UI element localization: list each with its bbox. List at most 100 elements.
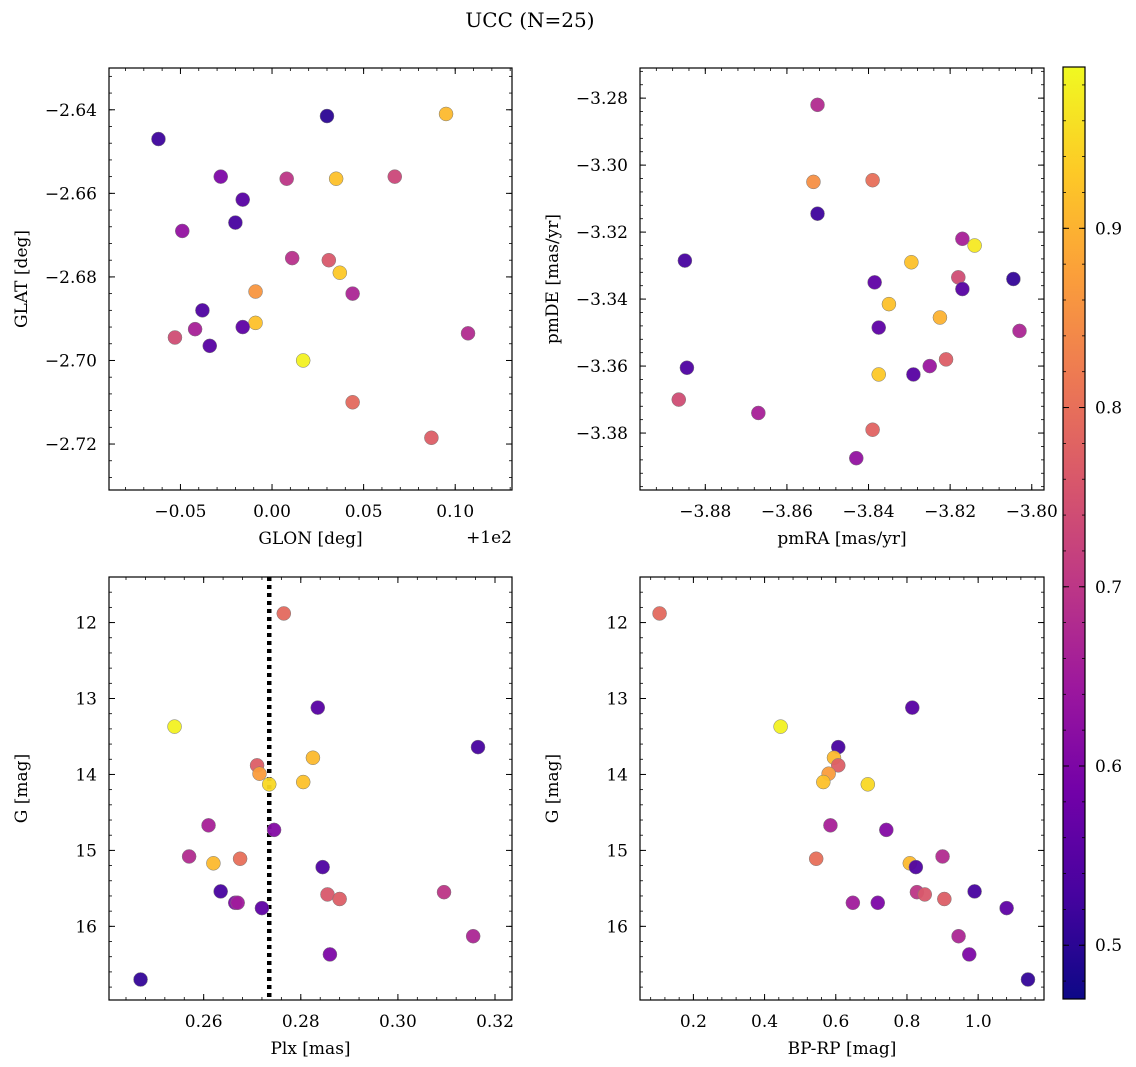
y-axis-label: G [mag]	[12, 754, 32, 823]
scatter-point	[305, 750, 321, 765]
colorbar-tick-label: 0.5	[1095, 936, 1122, 956]
x-tick-label: 0.26	[185, 1012, 223, 1032]
scatter-point	[181, 849, 197, 864]
scatter-point	[321, 252, 337, 268]
scatter-point	[773, 719, 788, 734]
x-axis-label: Plx [mas]	[270, 1039, 350, 1059]
y-tick-label: −3.38	[576, 424, 628, 444]
scatter-point	[187, 321, 203, 337]
y-tick-label: 13	[606, 690, 628, 710]
colorbar-tick-label: 0.8	[1095, 399, 1122, 419]
y-tick-label: 12	[606, 614, 628, 634]
chart-title: UCC (N=25)	[465, 8, 594, 32]
scatter-point	[860, 777, 876, 792]
y-tick-label: −2.64	[45, 101, 97, 121]
scatter-point	[879, 822, 894, 838]
scatter-point	[937, 891, 952, 907]
scatter-point	[831, 758, 846, 773]
colorbar-tick-label: 0.9	[1095, 219, 1122, 239]
x-tick-label: 0.10	[436, 502, 474, 522]
scatter-point	[935, 849, 950, 864]
scatter-point	[295, 353, 311, 368]
panel-pmra-pmde: −3.88 −3.86 −3.84 −3.82 −3.80 −3.28 −3.30 −3.32…	[543, 67, 1058, 549]
scatter-point	[252, 766, 267, 781]
scatter-point	[932, 310, 948, 325]
x-tick-label: −3.86	[761, 502, 813, 522]
x-tick-label: −3.88	[679, 502, 731, 522]
scatter-point	[845, 895, 861, 911]
scatter-point	[967, 238, 982, 253]
scatter-point	[671, 392, 687, 407]
scatter-point	[436, 884, 452, 900]
scatter-point	[345, 286, 360, 301]
scatter-point	[387, 169, 403, 184]
scatter-point	[810, 97, 825, 113]
scatter-point	[465, 928, 481, 944]
y-tick-label: 15	[75, 841, 97, 861]
y-tick-label: −3.32	[576, 223, 628, 243]
scatter-point	[871, 320, 886, 335]
panel-plx-g: 0.26 0.28 0.30 0.32 12 13 14 15 16 Plx [mas] G [ma…	[12, 576, 514, 1059]
x-axis-label: pmRA [mas/yr]	[777, 529, 906, 549]
scatter-point	[232, 851, 248, 866]
scatter-point	[938, 352, 954, 367]
scatter-point	[904, 255, 919, 270]
scatter-point	[905, 700, 920, 715]
scatter-point	[751, 405, 766, 421]
scatter-point	[228, 215, 243, 230]
y-tick-label: 16	[75, 917, 97, 937]
axes-frame	[639, 67, 1045, 491]
scatter-point	[261, 777, 277, 792]
scatter-point	[235, 192, 250, 207]
scatter-point	[962, 947, 977, 962]
y-tick-label: 15	[606, 841, 628, 861]
scatter-point	[213, 169, 228, 184]
scatter-point	[332, 265, 348, 280]
y-axis-label: G [mag]	[543, 754, 563, 823]
scatter-point	[248, 315, 263, 331]
x-tick-label: 0.2	[680, 1012, 707, 1032]
scatter-point	[679, 360, 695, 376]
scatter-point	[319, 108, 335, 124]
scatter-point	[808, 851, 824, 866]
y-tick-label: −2.72	[45, 435, 97, 455]
scatter-point	[230, 895, 245, 911]
y-axis-label: pmDE [mas/yr]	[543, 214, 563, 344]
scatter-point	[276, 606, 292, 621]
scatter-point	[652, 606, 667, 621]
y-tick-label: 12	[75, 614, 97, 634]
scatter-point	[816, 774, 831, 790]
x-tick-label: 0.8	[893, 1012, 920, 1032]
scatter-point	[1012, 323, 1027, 339]
colorbar-tick-label: 0.6	[1095, 757, 1122, 777]
scatter-point	[201, 818, 216, 833]
x-tick-label: 0.30	[379, 1012, 417, 1032]
y-tick-label: −3.30	[576, 156, 628, 176]
scatter-point	[332, 891, 347, 907]
x-tick-label: 1.0	[965, 1012, 992, 1032]
scatter-point	[202, 338, 217, 354]
scatter-point	[295, 774, 311, 790]
scatter-point	[254, 900, 270, 916]
x-tick-label: −3.84	[842, 502, 894, 522]
scatter-point	[867, 275, 882, 290]
scatter-point	[424, 430, 439, 446]
panel-bprp-g: 0.2 0.4 0.6 0.8 1.0 12 13 14 15 16 BP-RP [mag] G [m…	[543, 576, 1045, 1059]
scatter-point	[849, 450, 864, 466]
scatter-point	[206, 856, 221, 871]
scatter-point	[167, 330, 183, 345]
scatter-point	[881, 296, 897, 312]
y-tick-label: −2.68	[45, 268, 97, 288]
scatter-point	[213, 884, 228, 899]
scatter-point	[470, 739, 486, 755]
scatter-point	[167, 719, 182, 734]
colorbar-gradient	[1063, 67, 1085, 999]
scatter-point	[906, 367, 921, 382]
axes-frame	[639, 576, 1045, 1001]
x-offset-text: +1e2	[466, 528, 512, 548]
y-tick-label: 14	[606, 765, 628, 785]
scatter-point	[279, 171, 294, 186]
scatter-point	[999, 900, 1014, 916]
scatter-point	[310, 700, 326, 715]
